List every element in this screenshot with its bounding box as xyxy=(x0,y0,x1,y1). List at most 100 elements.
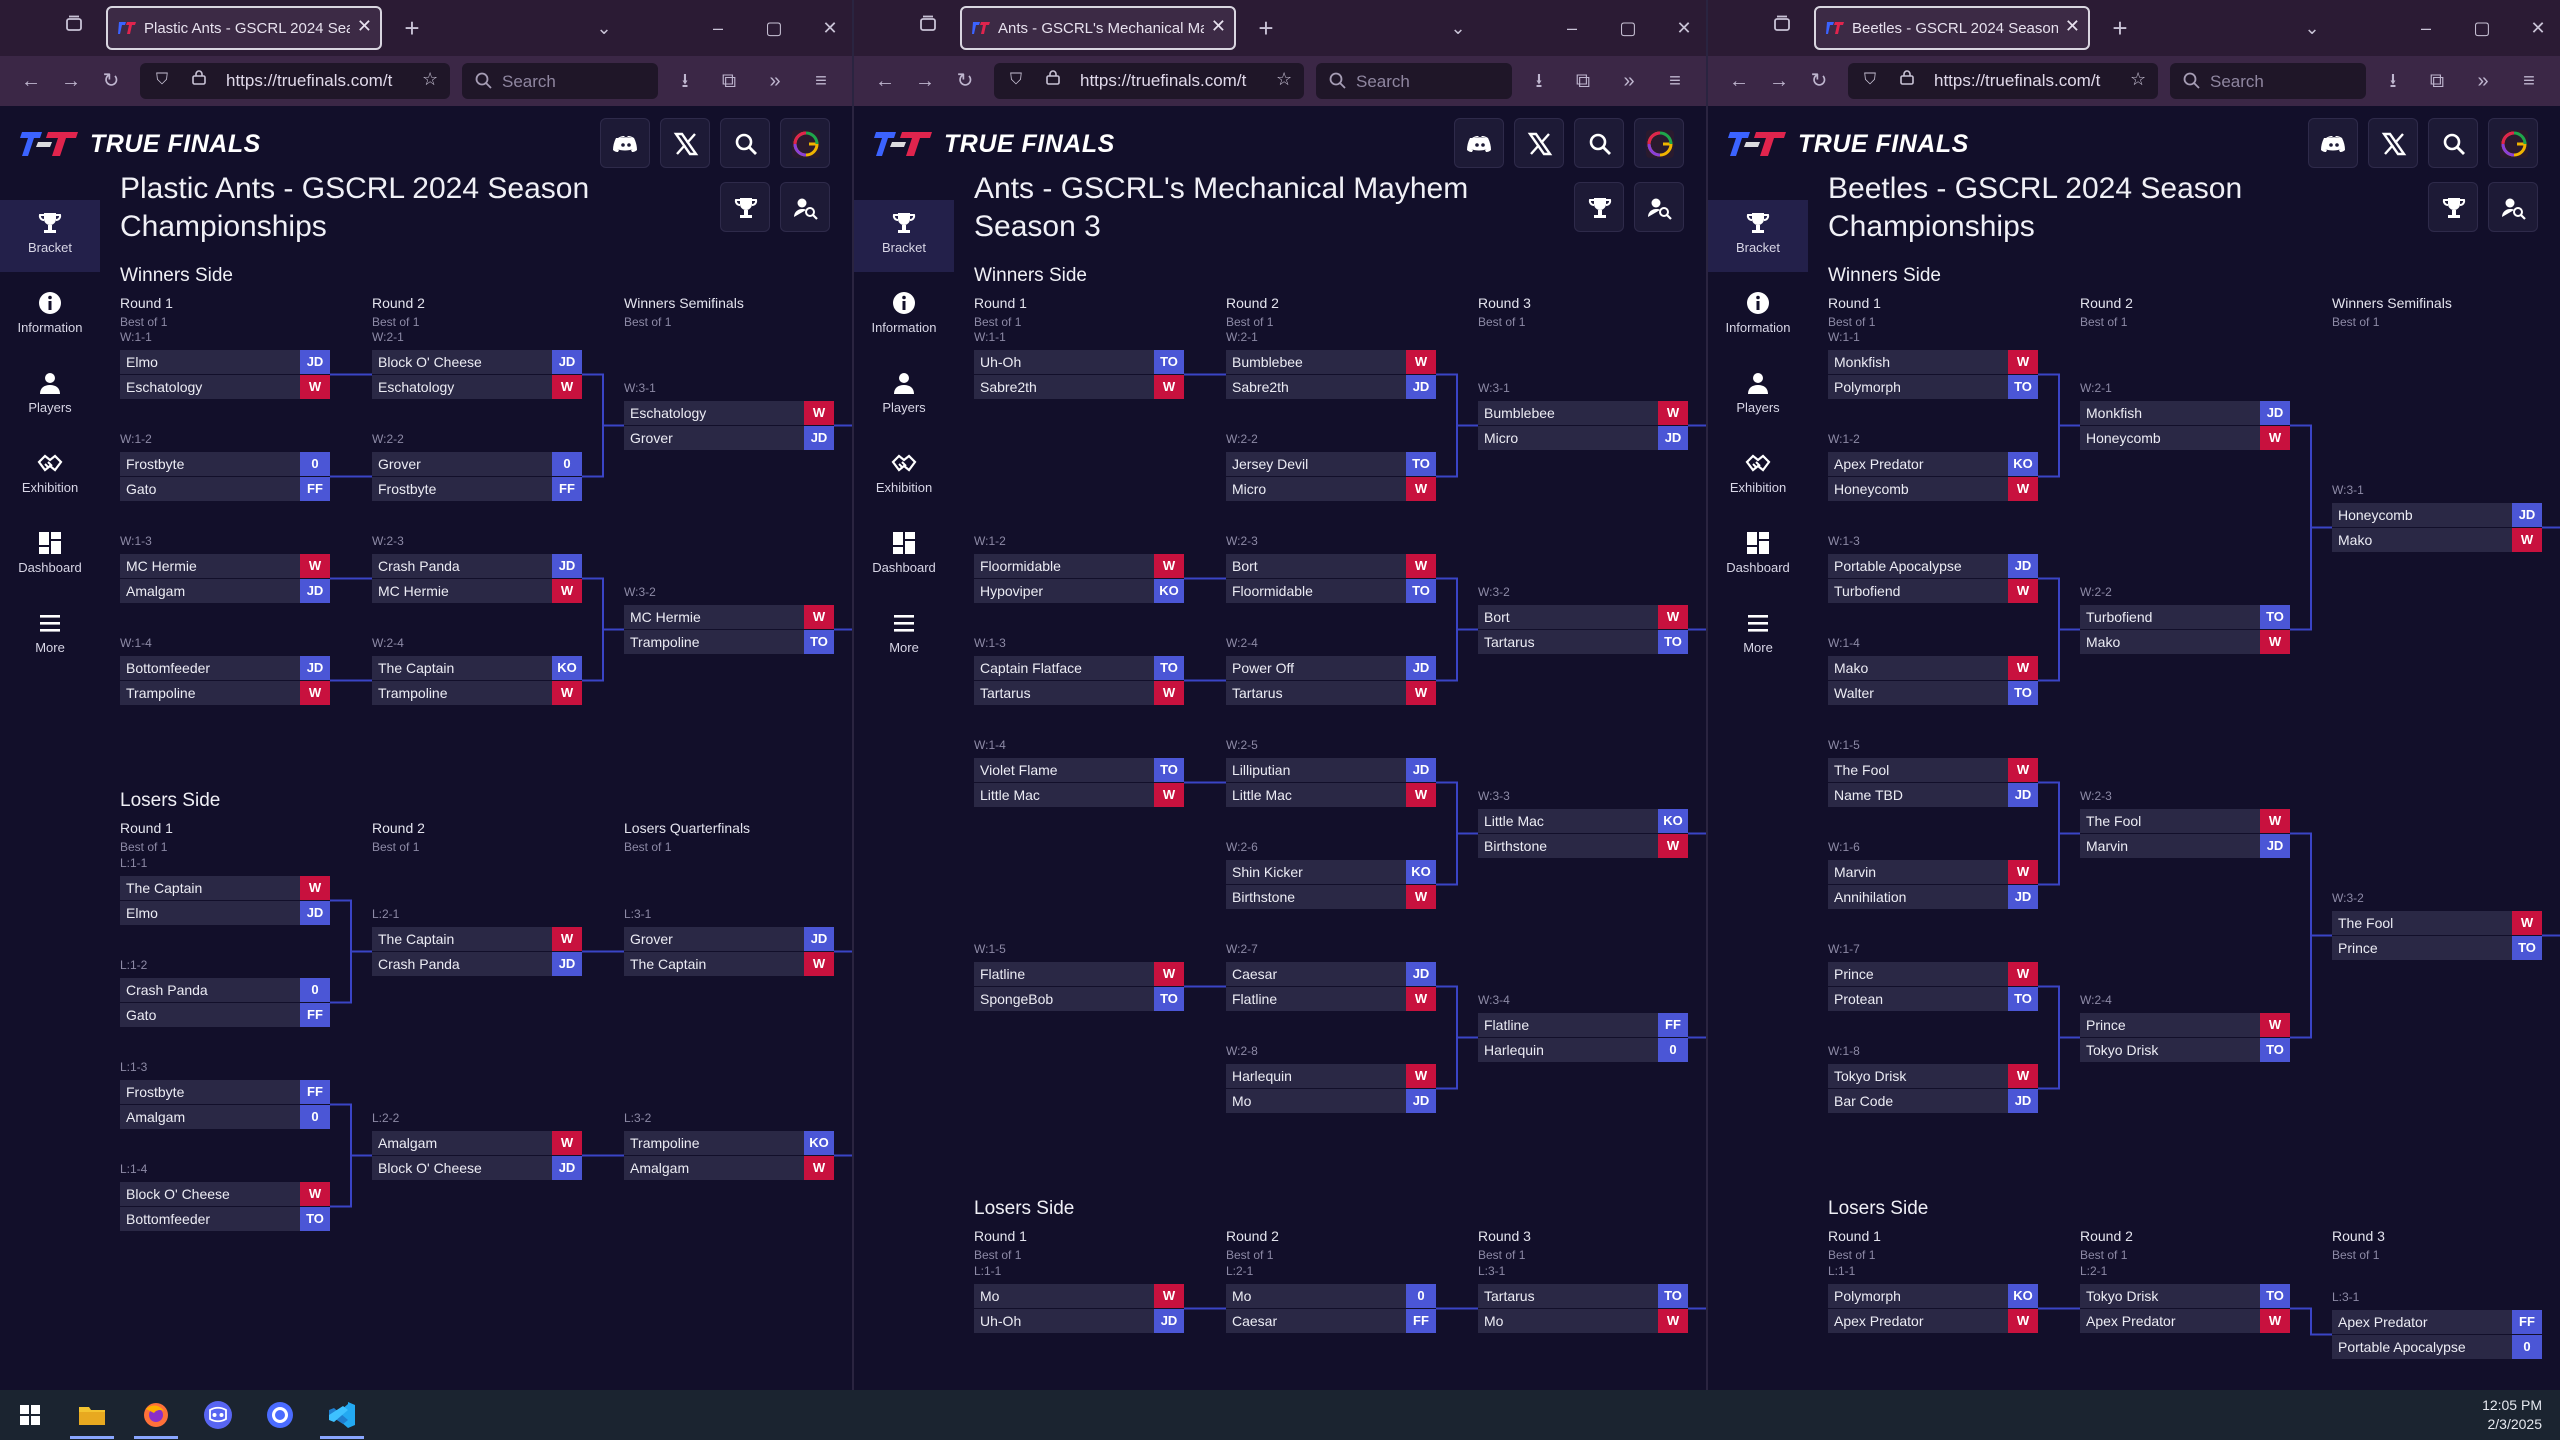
team-slot[interactable]: Polymorph TO xyxy=(1828,375,2038,399)
downloads-icon[interactable]: ⭳ xyxy=(2389,70,2397,92)
team-slot[interactable]: Trampoline W xyxy=(372,681,582,705)
team-slot[interactable]: Prince W xyxy=(1828,962,2038,986)
lock-icon[interactable] xyxy=(1900,69,1922,91)
search-box[interactable]: Search xyxy=(462,63,658,99)
team-slot[interactable]: Name TBD JD xyxy=(1828,783,2038,807)
team-slot[interactable]: Frostbyte FF xyxy=(372,477,582,501)
team-slot[interactable]: The Fool W xyxy=(2332,911,2542,935)
team-slot[interactable]: The Fool W xyxy=(1828,758,2038,782)
trophy-button[interactable] xyxy=(2428,182,2478,232)
team-slot[interactable]: Sabre2th JD xyxy=(1226,375,1436,399)
reload-icon[interactable]: ↻ xyxy=(1810,70,1828,92)
tab-overview-icon[interactable] xyxy=(60,14,88,42)
truefinals-logo-icon[interactable] xyxy=(874,128,932,158)
team-slot[interactable]: Tokyo Drisk TO xyxy=(2080,1038,2290,1062)
team-slot[interactable]: SpongeBob TO xyxy=(974,987,1184,1011)
tab-overview-icon[interactable] xyxy=(914,14,942,42)
team-slot[interactable]: Elmo JD xyxy=(120,901,330,925)
discord-app-icon[interactable] xyxy=(202,1399,234,1431)
team-slot[interactable]: Eschatology W xyxy=(372,375,582,399)
active-tab[interactable]: Beetles - GSCRL 2024 Season Championship… xyxy=(1814,6,2090,50)
team-slot[interactable]: Tartarus TO xyxy=(1478,630,1688,654)
sidebar-item-exhibition[interactable]: Exhibition xyxy=(854,440,954,512)
sidebar-item-more[interactable]: More xyxy=(0,600,100,672)
team-slot[interactable]: Elmo JD xyxy=(120,350,330,374)
sidebar-item-exhibition[interactable]: Exhibition xyxy=(1708,440,1808,512)
team-slot[interactable]: Portable Apocalypse JD xyxy=(1828,554,2038,578)
team-slot[interactable]: Bort W xyxy=(1226,554,1436,578)
team-slot[interactable]: Annihilation JD xyxy=(1828,885,2038,909)
team-slot[interactable]: Turbofiend W xyxy=(1828,579,2038,603)
maximize-icon[interactable]: ▢ xyxy=(1619,18,1637,38)
active-tab[interactable]: Ants - GSCRL's Mechanical Mayhem Season … xyxy=(960,6,1236,50)
x-social-button[interactable] xyxy=(2368,118,2418,168)
forward-arrow-icon[interactable]: → xyxy=(61,70,81,92)
team-slot[interactable]: Honeycomb JD xyxy=(2332,503,2542,527)
team-slot[interactable]: Eschatology W xyxy=(120,375,330,399)
team-slot[interactable]: Bumblebee W xyxy=(1478,401,1688,425)
team-slot[interactable]: Flatline FF xyxy=(1478,1013,1688,1037)
lock-icon[interactable] xyxy=(1046,69,1068,91)
user-avatar-button[interactable] xyxy=(1634,118,1684,168)
maximize-icon[interactable]: ▢ xyxy=(2473,18,2491,38)
team-slot[interactable]: Marvin JD xyxy=(2080,834,2290,858)
team-slot[interactable]: Tokyo Drisk W xyxy=(1828,1064,2038,1088)
sidebar-item-information[interactable]: Information xyxy=(854,280,954,352)
team-slot[interactable]: Gato FF xyxy=(120,477,330,501)
team-slot[interactable]: Caesar JD xyxy=(1226,962,1436,986)
minimize-icon[interactable]: – xyxy=(712,18,723,38)
team-slot[interactable]: Little Mac KO xyxy=(1478,809,1688,833)
sidebar-item-information[interactable]: Information xyxy=(1708,280,1808,352)
new-tab-icon[interactable]: + xyxy=(2112,13,2128,43)
team-slot[interactable]: Power Off JD xyxy=(1226,656,1436,680)
team-slot[interactable]: Floormidable TO xyxy=(1226,579,1436,603)
team-slot[interactable]: Grover JD xyxy=(624,426,834,450)
extensions-icon[interactable]: ⧉ xyxy=(1575,70,1591,92)
header-search-button[interactable] xyxy=(720,118,770,168)
team-slot[interactable]: Marvin W xyxy=(1828,860,2038,884)
shield-icon[interactable]: ⛉ xyxy=(1010,71,1023,88)
vscode-icon[interactable] xyxy=(326,1399,358,1431)
downloads-icon[interactable]: ⭳ xyxy=(1535,70,1543,92)
maximize-icon[interactable]: ▢ xyxy=(765,18,783,38)
team-slot[interactable]: Birthstone W xyxy=(1478,834,1688,858)
bookmark-star-icon[interactable]: ☆ xyxy=(2130,69,2147,89)
tab-overview-icon[interactable] xyxy=(1768,14,1796,42)
sidebar-item-dashboard[interactable]: Dashboard xyxy=(854,520,954,592)
team-slot[interactable]: Lilliputian JD xyxy=(1226,758,1436,782)
truefinals-logo-icon[interactable] xyxy=(1728,128,1786,158)
team-slot[interactable]: Mo 0 xyxy=(1226,1284,1436,1308)
team-slot[interactable]: Apex Predator FF xyxy=(2332,1310,2542,1334)
team-slot[interactable]: Jersey Devil TO xyxy=(1226,452,1436,476)
team-slot[interactable]: Birthstone W xyxy=(1226,885,1436,909)
team-slot[interactable]: Bottomfeeder TO xyxy=(120,1207,330,1231)
back-arrow-icon[interactable]: ← xyxy=(1729,70,1749,92)
sidebar-item-bracket[interactable]: Bracket xyxy=(0,200,100,272)
bookmark-star-icon[interactable]: ☆ xyxy=(1276,69,1293,89)
team-slot[interactable]: Frostbyte 0 xyxy=(120,452,330,476)
team-slot[interactable]: Amalgam W xyxy=(624,1156,834,1180)
team-slot[interactable]: Grover JD xyxy=(624,927,834,951)
tab-close-icon[interactable]: ✕ xyxy=(1210,16,1226,36)
team-slot[interactable]: Prince TO xyxy=(2332,936,2542,960)
new-tab-icon[interactable]: + xyxy=(404,13,420,43)
team-slot[interactable]: Apex Predator KO xyxy=(1828,452,2038,476)
team-slot[interactable]: Crash Panda JD xyxy=(372,952,582,976)
sidebar-item-dashboard[interactable]: Dashboard xyxy=(0,520,100,592)
reload-icon[interactable]: ↻ xyxy=(102,70,120,92)
team-slot[interactable]: Bumblebee W xyxy=(1226,350,1436,374)
url-bar[interactable]: ⛉ https://truefinals.com/t ☆ xyxy=(140,63,450,99)
search-box[interactable]: Search xyxy=(2170,63,2366,99)
team-slot[interactable]: MC Hermie W xyxy=(120,554,330,578)
discord-button[interactable] xyxy=(1454,118,1504,168)
team-slot[interactable]: MC Hermie W xyxy=(372,579,582,603)
search-box[interactable]: Search xyxy=(1316,63,1512,99)
x-social-button[interactable] xyxy=(1514,118,1564,168)
lock-icon[interactable] xyxy=(192,69,214,91)
extensions-icon[interactable]: ⧉ xyxy=(2429,70,2445,92)
team-slot[interactable]: Flatline W xyxy=(1226,987,1436,1011)
team-slot[interactable]: Tokyo Drisk TO xyxy=(2080,1284,2290,1308)
team-slot[interactable]: Apex Predator W xyxy=(2080,1309,2290,1333)
list-tabs-chevron-icon[interactable]: ⌄ xyxy=(596,18,612,38)
team-slot[interactable]: MC Hermie W xyxy=(624,605,834,629)
